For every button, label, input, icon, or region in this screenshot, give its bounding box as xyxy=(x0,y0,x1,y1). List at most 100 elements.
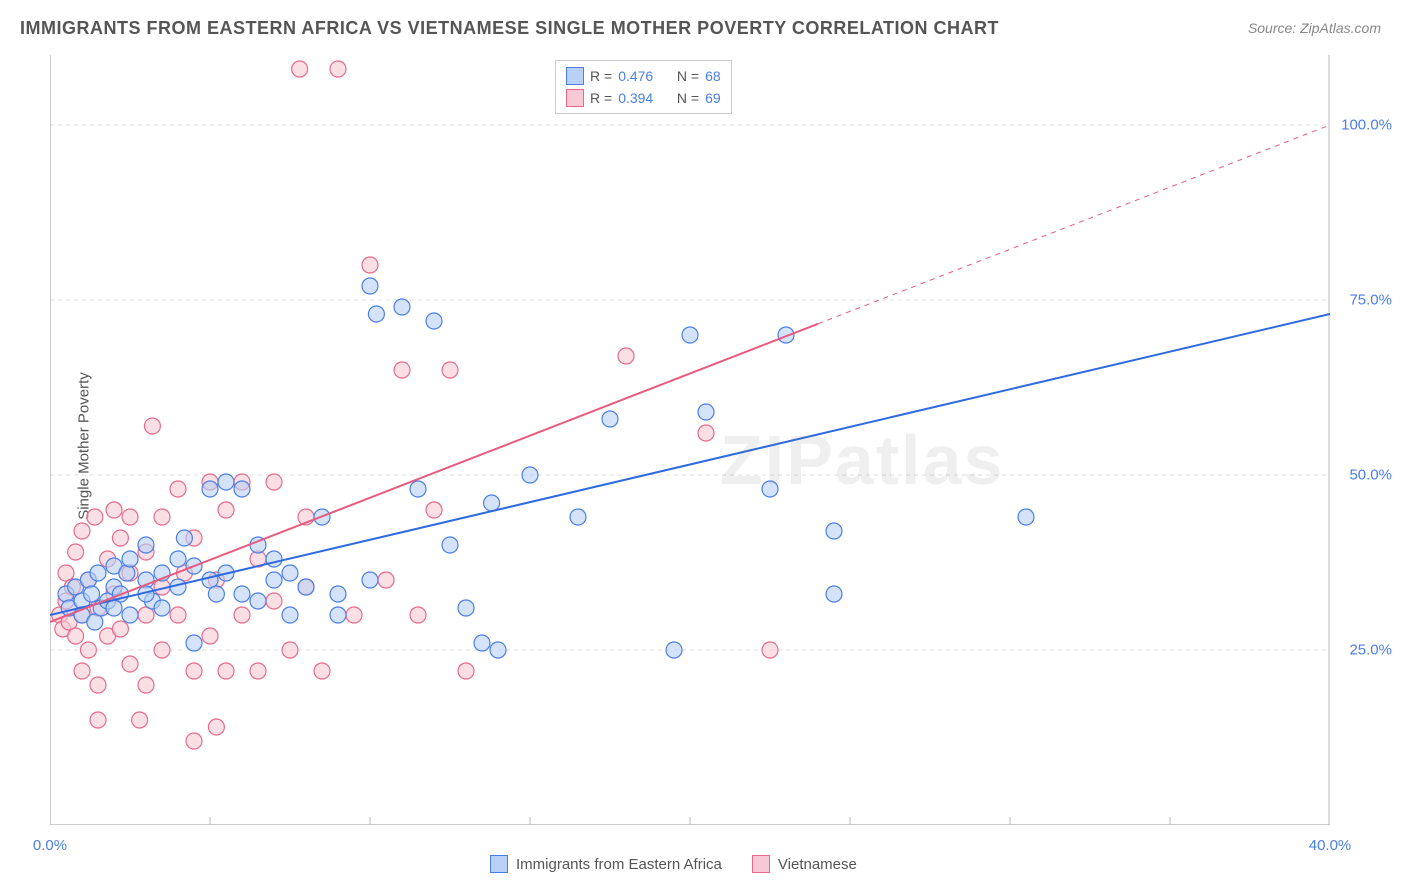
legend-swatch xyxy=(566,67,584,85)
data-point xyxy=(186,663,202,679)
data-point xyxy=(698,404,714,420)
data-point xyxy=(292,61,308,77)
data-point xyxy=(154,509,170,525)
data-point xyxy=(602,411,618,427)
data-point xyxy=(1018,509,1034,525)
legend-row: R = 0.394 N = 69 xyxy=(566,87,721,109)
data-point xyxy=(410,607,426,623)
data-point xyxy=(266,593,282,609)
data-point xyxy=(106,502,122,518)
data-point xyxy=(298,579,314,595)
data-point xyxy=(442,362,458,378)
data-point xyxy=(314,663,330,679)
data-point xyxy=(90,677,106,693)
data-point xyxy=(186,733,202,749)
data-point xyxy=(208,586,224,602)
data-point xyxy=(170,551,186,567)
data-point xyxy=(570,509,586,525)
data-point xyxy=(218,474,234,490)
data-point xyxy=(426,502,442,518)
data-point xyxy=(762,642,778,658)
legend-swatch xyxy=(566,89,584,107)
data-point xyxy=(154,642,170,658)
data-point xyxy=(170,607,186,623)
data-point xyxy=(682,327,698,343)
data-point xyxy=(266,572,282,588)
data-point xyxy=(90,565,106,581)
data-point xyxy=(234,481,250,497)
data-point xyxy=(138,537,154,553)
data-point xyxy=(170,481,186,497)
data-point xyxy=(330,607,346,623)
data-point xyxy=(378,572,394,588)
data-point xyxy=(208,719,224,735)
data-point xyxy=(90,712,106,728)
data-point xyxy=(330,61,346,77)
data-point xyxy=(266,474,282,490)
x-tick-label: 0.0% xyxy=(33,837,67,854)
data-point xyxy=(186,635,202,651)
data-point xyxy=(68,628,84,644)
series-legend: Immigrants from Eastern Africa Vietnamese xyxy=(490,855,857,873)
data-point xyxy=(106,600,122,616)
source-label: Source: ZipAtlas.com xyxy=(1248,20,1381,36)
data-point xyxy=(762,481,778,497)
legend-item: Immigrants from Eastern Africa xyxy=(490,855,722,873)
data-point xyxy=(74,663,90,679)
data-point xyxy=(119,565,135,581)
data-point xyxy=(618,348,634,364)
data-point xyxy=(218,663,234,679)
x-tick-label: 40.0% xyxy=(1309,837,1352,854)
trend-line xyxy=(50,314,1330,615)
data-point xyxy=(122,607,138,623)
data-point xyxy=(154,600,170,616)
legend-label: Immigrants from Eastern Africa xyxy=(516,856,722,873)
data-point xyxy=(122,551,138,567)
data-point xyxy=(362,257,378,273)
y-tick-label: 75.0% xyxy=(1349,292,1392,309)
data-point xyxy=(362,572,378,588)
data-point xyxy=(394,362,410,378)
data-point xyxy=(202,481,218,497)
data-point xyxy=(826,523,842,539)
data-point xyxy=(666,642,682,658)
legend-label: Vietnamese xyxy=(778,856,857,873)
legend-row: R = 0.476 N = 68 xyxy=(566,65,721,87)
data-point xyxy=(68,544,84,560)
data-point xyxy=(234,607,250,623)
data-point xyxy=(122,656,138,672)
legend-swatch xyxy=(490,855,508,873)
data-point xyxy=(826,586,842,602)
data-point xyxy=(87,509,103,525)
data-point xyxy=(80,642,96,658)
data-point xyxy=(474,635,490,651)
data-point xyxy=(282,565,298,581)
data-point xyxy=(368,306,384,322)
data-point xyxy=(458,600,474,616)
data-point xyxy=(346,607,362,623)
data-point xyxy=(458,663,474,679)
trend-line xyxy=(50,324,818,622)
data-point xyxy=(250,593,266,609)
data-point xyxy=(112,621,128,637)
data-point xyxy=(250,663,266,679)
y-tick-label: 25.0% xyxy=(1349,642,1392,659)
data-point xyxy=(144,418,160,434)
data-point xyxy=(484,495,500,511)
y-tick-label: 50.0% xyxy=(1349,467,1392,484)
data-point xyxy=(84,586,100,602)
data-point xyxy=(698,425,714,441)
data-point xyxy=(282,607,298,623)
scatter-plot xyxy=(50,55,1330,825)
data-point xyxy=(490,642,506,658)
data-point xyxy=(138,677,154,693)
data-point xyxy=(426,313,442,329)
data-point xyxy=(410,481,426,497)
chart-title: IMMIGRANTS FROM EASTERN AFRICA VS VIETNA… xyxy=(20,18,999,39)
data-point xyxy=(176,530,192,546)
data-point xyxy=(362,278,378,294)
trend-line-extrapolated xyxy=(818,125,1330,324)
data-point xyxy=(112,530,128,546)
data-point xyxy=(202,628,218,644)
data-point xyxy=(218,502,234,518)
